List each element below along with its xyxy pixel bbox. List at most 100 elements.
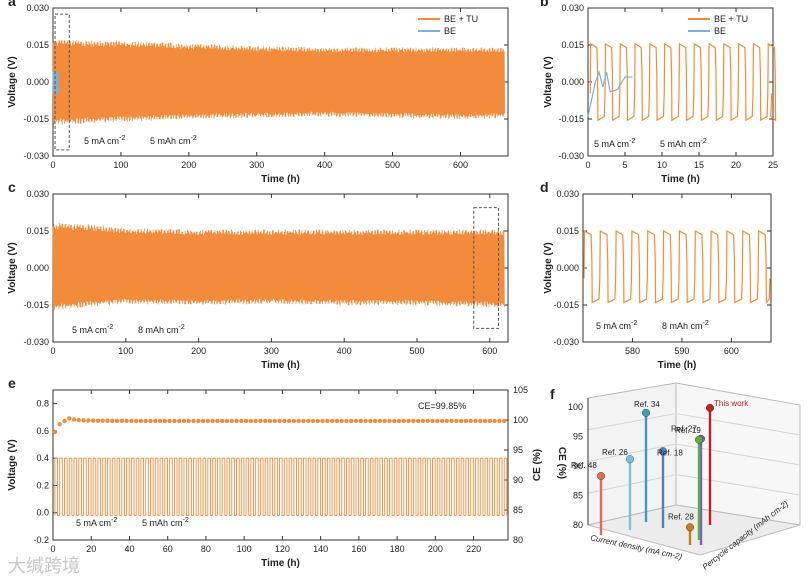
ce-point <box>306 418 311 424</box>
ce-point <box>325 418 330 424</box>
lollipop-label: Ref. 19 <box>675 426 701 435</box>
lollipop-head <box>686 523 695 532</box>
y2-axis-label: CE (%) <box>532 449 543 481</box>
ce-point <box>90 418 96 423</box>
y2-tick-label: 100 <box>513 415 528 425</box>
zoom-box <box>473 207 500 329</box>
ce-point <box>291 418 297 424</box>
y-tick-label: -0.030 <box>553 337 579 347</box>
ce-point <box>454 418 459 424</box>
y-tick-label: 0.030 <box>556 189 579 199</box>
y-axis-label: Voltage (V) <box>543 56 554 107</box>
ce-point <box>258 418 263 424</box>
ce-point <box>478 418 483 424</box>
ce-point <box>344 418 349 424</box>
z-tick-label: 85 <box>573 491 583 501</box>
x-tick-label: 120 <box>275 544 290 554</box>
grid-line <box>587 443 677 462</box>
ce-point <box>406 418 411 424</box>
ce-point <box>181 418 187 424</box>
annotation-capacity: 8 mAh cm-2 <box>138 324 185 335</box>
y-tick-label: 0.8 <box>36 399 49 409</box>
ce-point <box>129 418 134 424</box>
y-tick-label: 0.015 <box>26 226 49 236</box>
x-tick-label: 200 <box>428 544 443 554</box>
x-axis-label: Time (h) <box>261 174 300 185</box>
ce-point <box>100 418 105 423</box>
panel-c: 0 100 200 300 400 500 600 0.030 0.015 0.000 -0.015… <box>7 179 509 371</box>
ce-point <box>239 418 244 424</box>
lollipop-head <box>659 447 668 456</box>
ce-point <box>105 418 110 423</box>
y2-tick-label: 80 <box>513 535 523 545</box>
x-axis-label: Time (h) <box>261 558 300 569</box>
y-axis-label: Voltage (V) <box>7 439 18 490</box>
ce-point <box>463 418 469 424</box>
ce-point <box>210 418 215 424</box>
x-tick-label: 400 <box>317 160 332 170</box>
lollipop-head <box>626 455 635 464</box>
ce-point <box>243 418 249 424</box>
ce-point <box>320 418 325 424</box>
z-tick-label: 95 <box>573 432 583 442</box>
ce-point <box>449 418 454 424</box>
x-axis-label: Time (h) <box>661 174 700 185</box>
x-tick-label: 20 <box>731 160 741 170</box>
lollipop-head <box>597 472 606 481</box>
panel-a: 0 100 200 300 400 500 600 0.030 0.015 0.000 -0.015… <box>7 0 509 185</box>
y-tick-label: -0.015 <box>553 300 579 310</box>
ce-point <box>358 418 363 424</box>
ce-point <box>186 418 191 424</box>
series-be <box>587 70 633 117</box>
ce-point <box>148 418 153 424</box>
annotation-capacity: 5 mAh cm-2 <box>142 517 189 528</box>
ce-point <box>119 418 125 424</box>
legend-label-be: BE <box>714 26 726 36</box>
ce-point <box>315 418 320 424</box>
x-tick-label: 140 <box>313 544 328 554</box>
x-tick-label: 80 <box>201 544 211 554</box>
plot-frame <box>52 389 509 541</box>
y-tick-label: -0.015 <box>558 114 584 124</box>
ce-point <box>487 418 493 424</box>
series-be-tu <box>52 223 505 311</box>
y-axis-label: Voltage (V) <box>7 56 18 107</box>
x-tick-label: 15 <box>694 160 704 170</box>
lollipop-label: Ref. 27 <box>671 425 697 434</box>
x-tick-label: 600 <box>482 346 497 356</box>
y-tick-label: -0.030 <box>558 151 584 161</box>
y-tick-label: 0.030 <box>561 3 584 13</box>
y-tick-label: 0.015 <box>561 40 584 50</box>
ce-point <box>396 418 402 424</box>
y-tick-label: 0.6 <box>36 426 49 436</box>
x-tick-label: 100 <box>118 346 133 356</box>
x-tick-label: 580 <box>625 346 640 356</box>
ce-point <box>377 418 383 424</box>
annotation-capacity: 5 mAh cm-2 <box>150 135 197 146</box>
ce-point <box>95 418 101 423</box>
x-tick-label: 220 <box>466 544 481 554</box>
ce-point <box>196 418 201 424</box>
annotation-capacity: 8 mAh cm-2 <box>662 320 709 331</box>
ce-point <box>153 418 158 424</box>
x-tick-label: 500 <box>385 160 400 170</box>
y2-tick-label: 105 <box>513 385 528 395</box>
lollipop-head <box>706 403 715 412</box>
series-be-tu <box>589 42 777 122</box>
panel-letter: a <box>8 0 16 9</box>
x-tick-label: 300 <box>264 346 279 356</box>
grid-line <box>587 413 677 431</box>
ce-point <box>200 418 206 424</box>
x-tick-label: 0 <box>50 160 55 170</box>
ce-point <box>363 418 368 424</box>
ce-point <box>81 418 86 423</box>
x-tick-label: 10 <box>657 160 667 170</box>
ce-point <box>86 418 91 423</box>
ce-point <box>267 418 273 424</box>
grid-line <box>675 474 801 496</box>
x-tick-label: 160 <box>351 544 366 554</box>
ce-point <box>415 418 421 424</box>
x-tick-label: 590 <box>674 346 689 356</box>
